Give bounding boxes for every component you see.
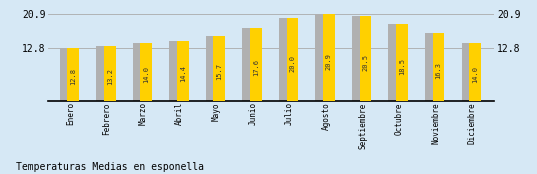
Bar (214, 36, 225, 101)
Bar (177, 41, 188, 101)
Bar (60, 48, 71, 101)
Text: 12.8: 12.8 (70, 69, 76, 85)
Text: 14.0: 14.0 (472, 66, 478, 83)
Bar (396, 24, 408, 101)
Bar (133, 43, 144, 101)
Bar (461, 43, 473, 101)
Bar (169, 41, 181, 101)
Bar (67, 48, 79, 101)
Bar (140, 43, 152, 101)
Bar (279, 18, 291, 101)
Bar (242, 28, 254, 101)
Text: 20.0: 20.0 (289, 55, 295, 72)
Bar (425, 33, 437, 101)
Bar (388, 24, 400, 101)
Bar (206, 36, 217, 101)
Bar (352, 16, 364, 101)
Text: 16.3: 16.3 (436, 62, 441, 79)
Bar (287, 18, 298, 101)
Text: 20.9: 20.9 (326, 53, 332, 70)
Text: Temperaturas Medias en esponella: Temperaturas Medias en esponella (16, 162, 204, 172)
Text: 14.0: 14.0 (143, 66, 149, 83)
Text: 14.4: 14.4 (180, 65, 186, 82)
Text: 13.2: 13.2 (107, 68, 113, 85)
Bar (315, 14, 327, 101)
Bar (360, 16, 371, 101)
Bar (104, 46, 115, 101)
Bar (433, 33, 444, 101)
Bar (323, 14, 335, 101)
Text: 18.5: 18.5 (399, 58, 405, 75)
Text: 17.6: 17.6 (253, 60, 259, 77)
Bar (250, 28, 262, 101)
Bar (469, 43, 481, 101)
Text: 15.7: 15.7 (216, 63, 222, 80)
Text: 20.5: 20.5 (362, 54, 368, 71)
Bar (96, 46, 108, 101)
